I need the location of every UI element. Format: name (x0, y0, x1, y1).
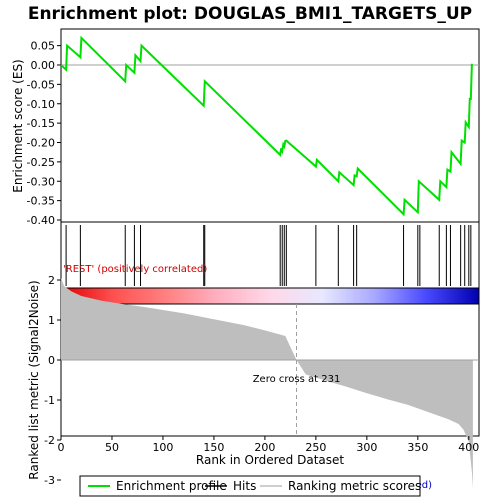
metric-axis: 2 1 0 -1 -2 -3 (44, 274, 61, 487)
enrichment-profile-line (60, 35, 473, 217)
x-tick-label: 250 (305, 441, 326, 454)
chart-title: Enrichment plot: DOUGLAS_BMI1_TARGETS_UP (28, 4, 472, 24)
x-tick-label: 100 (152, 441, 173, 454)
legend-label: Ranking metric scores (288, 479, 421, 493)
metric-y-tick-label: 2 (48, 274, 55, 287)
legend: Enrichment profile Hits Ranking metric sco… (88, 479, 421, 493)
es-y-tick-label: -0.30 (27, 175, 55, 188)
metric-y-tick-label: 1 (48, 314, 55, 327)
es-y-tick-label: 0.05 (31, 40, 56, 53)
x-tick-label: 400 (458, 441, 479, 454)
es-y-tick-label: 0.00 (31, 59, 56, 72)
x-tick-label: 50 (105, 441, 119, 454)
rank-colorbar (60, 287, 480, 305)
x-tick-label: 150 (203, 441, 224, 454)
x-axis-label: Rank in Ordered Dataset (196, 453, 344, 467)
es-y-tick-label: -0.20 (27, 137, 55, 150)
es-y-tick-label: -0.15 (27, 117, 55, 130)
es-axis: 0.05 0.00 -0.05 -0.10 -0.15 -0.20 -0.25 -0.30 -0… (27, 40, 61, 227)
metric-annotation: 'REST' (positively correlated) (63, 264, 207, 275)
es-y-tick-label: -0.40 (27, 214, 55, 227)
es-y-tick-label: -0.10 (27, 98, 55, 111)
metric-annotation: Zero cross at 231 (253, 374, 341, 385)
x-axis: 0 50 100 150 200 250 300 350 400 (58, 436, 479, 454)
x-tick-label: 350 (407, 441, 428, 454)
es-y-axis-label: Enrichment score (ES) (11, 59, 25, 192)
metric-y-axis-label: Ranked list metric (Signal2Noise) (27, 280, 41, 479)
hits-marks (65, 225, 472, 286)
metric-y-tick-label: -2 (44, 434, 55, 447)
x-tick-label: 0 (58, 441, 65, 454)
es-y-tick-label: -0.35 (27, 195, 55, 208)
legend-label: Enrichment profile (116, 479, 227, 493)
metric-y-tick-label: -1 (44, 394, 55, 407)
x-tick-label: 200 (254, 441, 275, 454)
x-tick-label: 300 (356, 441, 377, 454)
es-panel-frame (60, 28, 480, 223)
es-y-tick-label: -0.25 (27, 156, 55, 169)
hits-panel-frame (60, 221, 480, 289)
metric-y-tick-label: -3 (44, 474, 55, 487)
metric-y-tick-label: 0 (48, 354, 55, 367)
es-y-tick-label: -0.05 (27, 78, 55, 91)
ranking-metric-area (61, 278, 473, 488)
legend-label: Hits (233, 479, 256, 493)
legend-box (79, 475, 421, 497)
